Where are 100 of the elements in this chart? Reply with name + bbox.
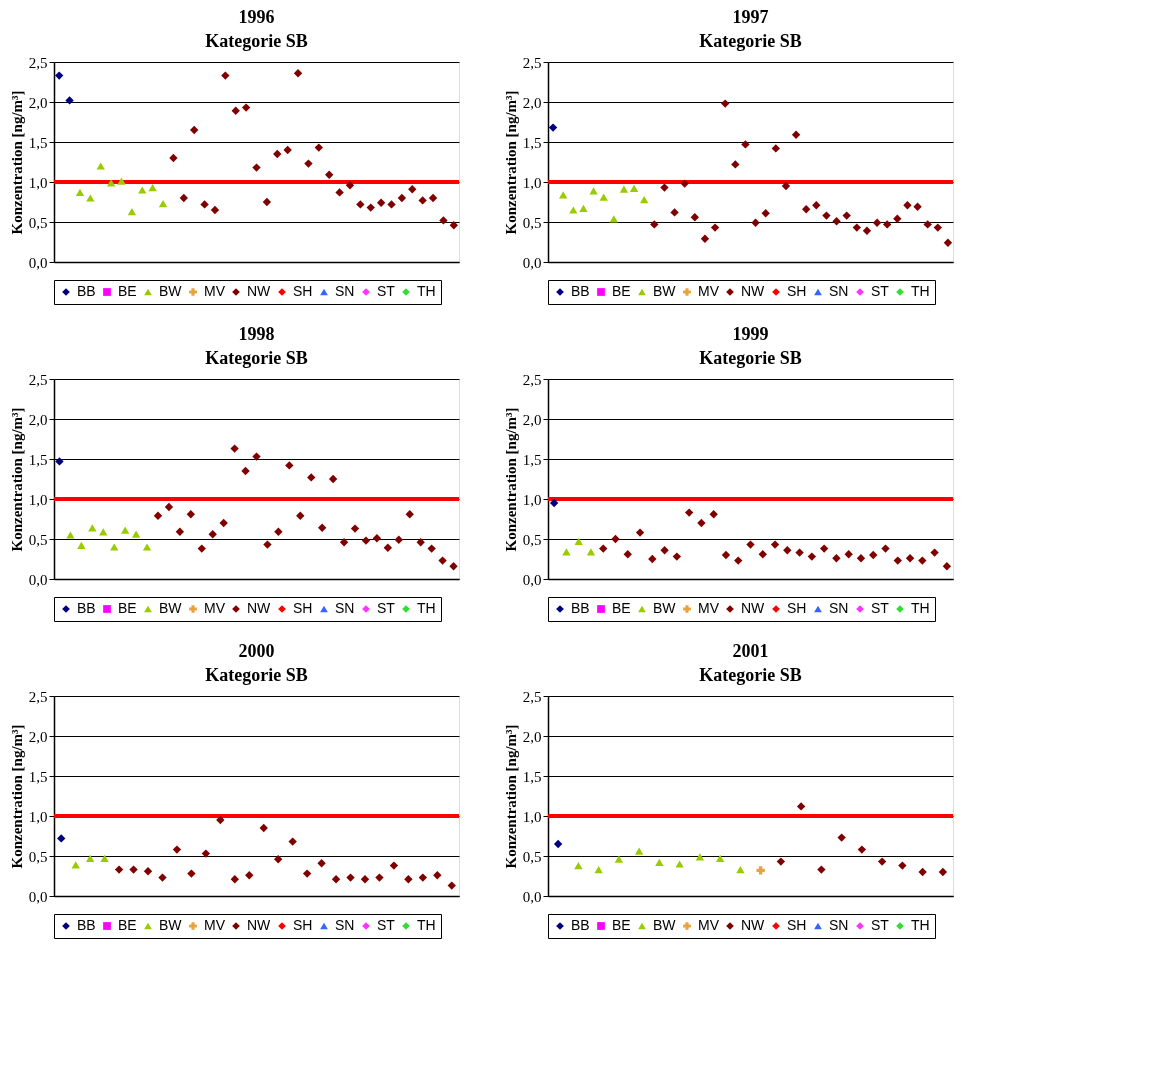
point [376, 198, 386, 207]
point [684, 508, 694, 517]
y-tick-label: 2,5 [28, 688, 48, 705]
legend-label: MV [204, 600, 226, 616]
y-tick-label: 1,0 [28, 808, 48, 825]
point [197, 544, 206, 553]
point [230, 444, 239, 453]
y-tick-label: 0,0 [522, 571, 542, 588]
y-tick-label: 1,5 [522, 451, 542, 468]
point [710, 223, 720, 232]
point [721, 99, 730, 108]
point [427, 544, 436, 553]
y-tick-label: 1,5 [28, 451, 48, 468]
point [903, 201, 912, 210]
point [586, 548, 596, 556]
point [562, 548, 571, 556]
legend-label: ST [377, 600, 396, 616]
legend-label: ST [377, 283, 396, 299]
y-axis-title: Konzentration [ng/m³] [502, 90, 519, 235]
point [599, 544, 608, 553]
legend-label: SH [293, 917, 313, 933]
point [802, 205, 811, 214]
point [619, 185, 629, 193]
legend-label: SH [787, 283, 807, 299]
point [283, 145, 292, 155]
y-tick-label: 0,0 [28, 254, 48, 271]
point [548, 123, 558, 132]
point [164, 502, 174, 512]
point [372, 534, 382, 543]
legend-label: NW [247, 600, 272, 616]
point [304, 159, 313, 168]
point [918, 556, 927, 565]
point [210, 205, 220, 215]
chart-subtitle: Kategorie SB [205, 665, 308, 685]
point [791, 130, 801, 139]
point [201, 849, 211, 858]
legend-label: MV [204, 917, 226, 933]
y-tick-label: 2,5 [522, 688, 542, 705]
point [930, 548, 939, 557]
point [905, 554, 915, 563]
point [252, 452, 261, 461]
point [328, 474, 338, 484]
point [262, 197, 272, 207]
point [186, 510, 196, 519]
point [317, 859, 326, 868]
y-tick-label: 0,5 [28, 214, 48, 231]
point [296, 511, 305, 520]
point [263, 540, 272, 549]
legend-label: BB [571, 600, 590, 616]
chart-title: 2001 [732, 641, 769, 661]
point [418, 196, 427, 205]
point [231, 106, 240, 115]
point [640, 195, 649, 204]
point [100, 854, 109, 863]
legend-label: NW [741, 917, 766, 933]
point [709, 510, 718, 519]
point [346, 873, 355, 882]
point [648, 554, 657, 564]
point [697, 518, 706, 528]
point [812, 201, 821, 210]
chart-title: 1998 [238, 324, 275, 344]
point [844, 550, 853, 559]
y-tick-label: 0,5 [28, 848, 48, 865]
point [439, 216, 448, 225]
point [869, 550, 878, 560]
legend-label: BB [571, 283, 590, 299]
point [397, 193, 407, 203]
point [77, 541, 86, 550]
point [345, 181, 355, 190]
point [783, 546, 792, 555]
legend-label: NW [741, 283, 766, 299]
legend-label: BW [653, 917, 677, 933]
chart-subtitle: Kategorie SB [699, 348, 802, 368]
point [672, 552, 682, 561]
y-tick-label: 2,0 [522, 411, 542, 428]
point [302, 869, 312, 878]
legend-label: BB [571, 917, 590, 933]
point [408, 185, 417, 194]
y-axis-title: Konzentration [ng/m³] [8, 90, 25, 235]
legend-label: SN [829, 600, 849, 616]
chart-title: 2000 [238, 641, 275, 661]
point [230, 875, 239, 884]
point [781, 181, 791, 191]
point [274, 855, 283, 864]
y-tick-label: 2,0 [522, 94, 542, 111]
point [933, 223, 942, 232]
point [325, 170, 334, 179]
point [553, 839, 563, 849]
point [158, 199, 168, 208]
legend-label: BW [159, 283, 183, 299]
legend-label: MV [204, 283, 226, 299]
point [148, 183, 157, 192]
point [360, 875, 370, 884]
point [143, 867, 153, 876]
point [71, 861, 80, 869]
point [387, 200, 396, 209]
point [449, 562, 458, 571]
point [179, 193, 188, 203]
point [579, 204, 588, 213]
point [449, 221, 458, 230]
